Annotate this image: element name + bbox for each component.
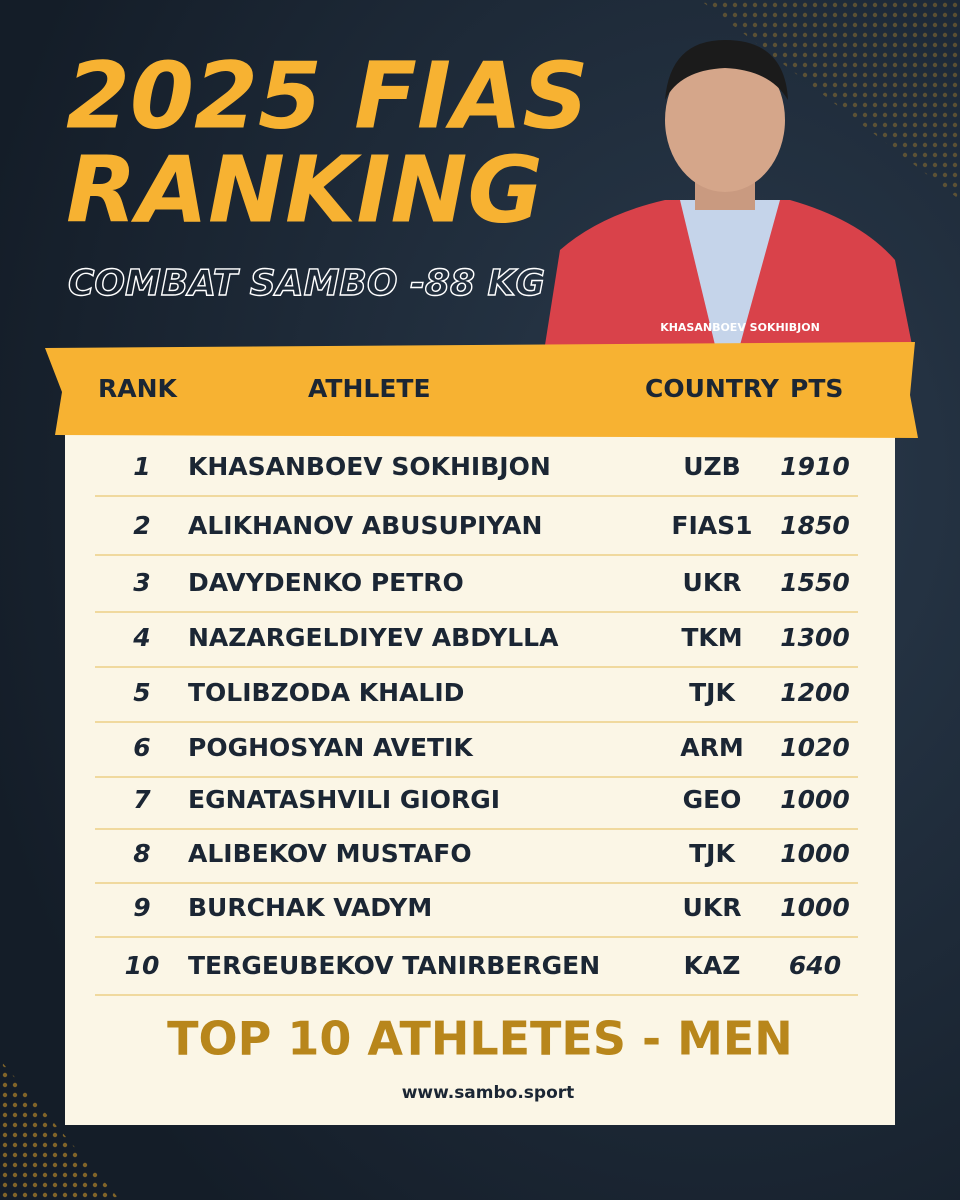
athlete-name: TOLIBZODA KHALID	[188, 678, 464, 707]
athlete-name: POGHOSYAN AVETIK	[188, 733, 474, 762]
rank: 5	[133, 678, 150, 707]
country: TJK	[689, 839, 736, 868]
points: 1910	[780, 452, 850, 481]
rank: 6	[133, 733, 150, 762]
country: KAZ	[684, 951, 741, 980]
athlete-name: ALIKHANOV ABUSUPIYAN	[188, 511, 542, 540]
country: UKR	[683, 568, 742, 597]
rank: 3	[133, 568, 150, 597]
points: 1000	[780, 893, 850, 922]
column-header: ATHLETE	[308, 374, 431, 403]
athlete-name: TERGEUBEKOV TANIRBERGEN	[188, 951, 600, 980]
rank: 7	[133, 785, 151, 814]
dot-pattern	[0, 1060, 120, 1200]
rank: 4	[132, 623, 150, 652]
country: UKR	[683, 893, 742, 922]
country: TKM	[681, 623, 742, 652]
table-panel	[65, 425, 895, 1125]
athlete-name: KHASANBOEV SOKHIBJON	[188, 452, 551, 481]
title-line: 2025 FIAS	[66, 42, 589, 149]
points: 1850	[780, 511, 850, 540]
column-header: COUNTRY	[645, 374, 780, 403]
country: TJK	[689, 678, 736, 707]
athlete-name: EGNATASHVILI GIORGI	[188, 785, 500, 814]
athlete-name: ALIBEKOV MUSTAFO	[188, 839, 472, 868]
ranking-table: RANK ATHLETE COUNTRY PTS 1 KHASANBOEV SOKHIBJ…	[95, 374, 858, 996]
points: 640	[789, 951, 841, 980]
athlete-name: BURCHAK VADYM	[188, 893, 432, 922]
country: GEO	[683, 785, 742, 814]
rank: 9	[133, 893, 150, 922]
points: 1550	[780, 568, 850, 597]
country: ARM	[680, 733, 743, 762]
athlete-name: NAZARGELDIYEV ABDYLLA	[188, 623, 559, 652]
rank: 1	[133, 452, 150, 481]
points: 1200	[780, 678, 850, 707]
photo-caption: KHASANBOEV SOKHIBJON	[660, 321, 820, 334]
athlete-name: DAVYDENKO PETRO	[188, 568, 464, 597]
country: UZB	[683, 452, 740, 481]
dot-pattern	[700, 0, 960, 200]
subtitle: COMBAT SAMBO -88 KG	[68, 263, 545, 304]
points: 1300	[780, 623, 850, 652]
column-header: PTS	[790, 374, 843, 403]
points: 1020	[780, 733, 850, 762]
rank: 2	[133, 511, 150, 540]
title-line: RANKING	[66, 136, 543, 243]
points: 1000	[780, 785, 850, 814]
rank: 8	[133, 839, 150, 868]
athlete-photo	[545, 40, 912, 345]
website: www.sambo.sport	[402, 1083, 575, 1103]
footer-title: TOP 10 ATHLETES - MEN	[167, 1012, 793, 1066]
country: FIAS1	[671, 511, 752, 540]
column-header: RANK	[98, 374, 179, 403]
rank: 10	[125, 951, 160, 980]
points: 1000	[780, 839, 850, 868]
header-band	[45, 342, 918, 438]
